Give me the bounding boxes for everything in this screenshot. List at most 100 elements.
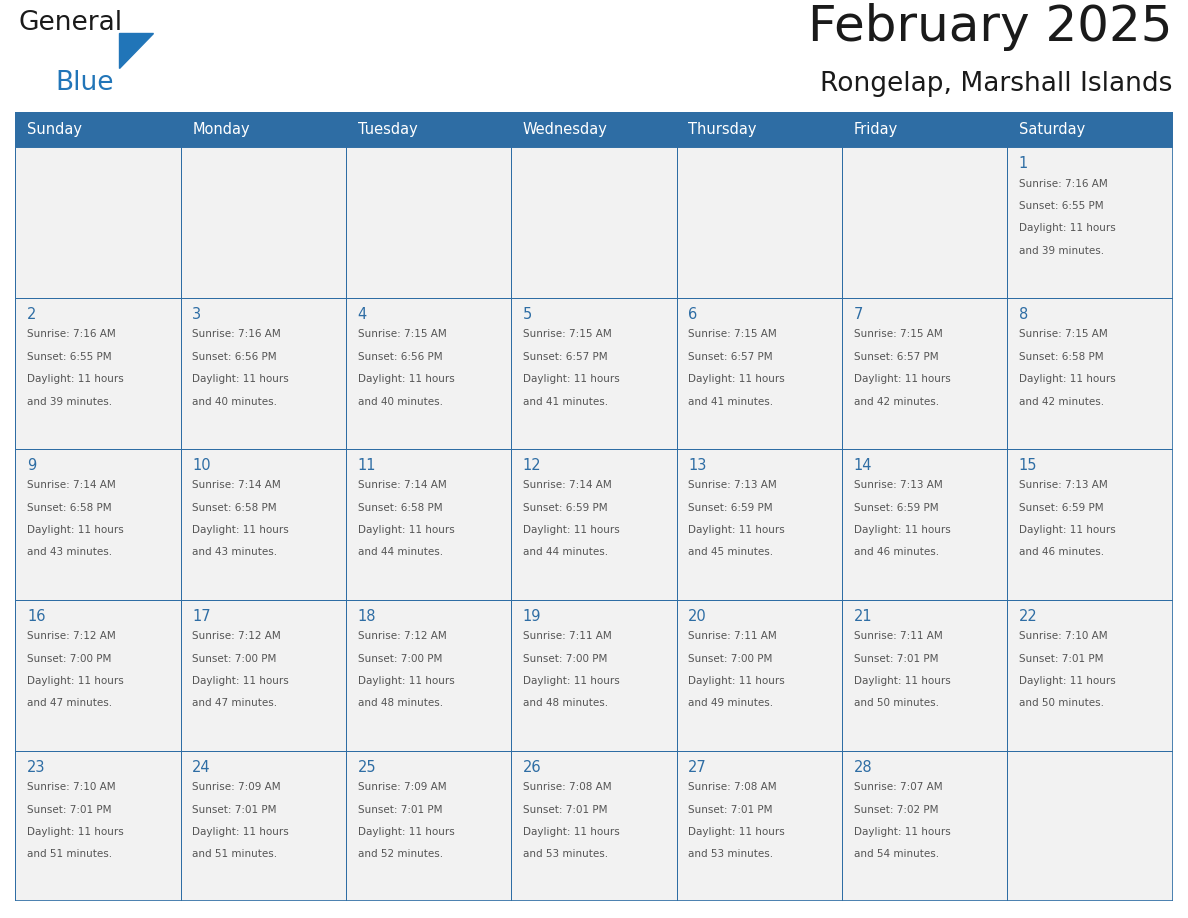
Bar	[511, 751, 677, 901]
Bar	[842, 112, 1007, 147]
Text: Sunrise: 7:14 AM: Sunrise: 7:14 AM	[192, 480, 282, 490]
Bar	[677, 112, 842, 147]
Text: Sunset: 6:59 PM: Sunset: 6:59 PM	[1019, 503, 1104, 513]
Text: Sunset: 7:00 PM: Sunset: 7:00 PM	[358, 654, 442, 664]
Text: Sunset: 7:00 PM: Sunset: 7:00 PM	[192, 654, 277, 664]
Bar	[842, 147, 1007, 297]
Bar	[842, 297, 1007, 449]
Text: Sunset: 7:01 PM: Sunset: 7:01 PM	[358, 804, 442, 814]
Bar	[15, 599, 181, 751]
Text: 25: 25	[358, 759, 377, 775]
Text: Tuesday: Tuesday	[358, 122, 417, 137]
Text: and 45 minutes.: and 45 minutes.	[688, 547, 773, 557]
Text: Sunset: 6:58 PM: Sunset: 6:58 PM	[27, 503, 112, 513]
Text: 10: 10	[192, 458, 211, 473]
Text: Daylight: 11 hours: Daylight: 11 hours	[523, 525, 620, 535]
Text: Sunset: 6:59 PM: Sunset: 6:59 PM	[853, 503, 939, 513]
Text: Daylight: 11 hours: Daylight: 11 hours	[688, 375, 785, 384]
Bar	[346, 751, 511, 901]
Bar	[346, 147, 511, 297]
Text: 13: 13	[688, 458, 707, 473]
Bar	[346, 297, 511, 449]
Text: Monday: Monday	[192, 122, 249, 137]
Bar	[511, 147, 677, 297]
Text: Sunrise: 7:15 AM: Sunrise: 7:15 AM	[358, 330, 447, 340]
Text: Daylight: 11 hours: Daylight: 11 hours	[192, 375, 289, 384]
Text: Sunset: 6:56 PM: Sunset: 6:56 PM	[358, 352, 442, 362]
Text: Sunset: 7:01 PM: Sunset: 7:01 PM	[523, 804, 607, 814]
Text: Daylight: 11 hours: Daylight: 11 hours	[1019, 676, 1116, 686]
Text: 8: 8	[1019, 307, 1028, 322]
Bar	[1007, 599, 1173, 751]
Text: 14: 14	[853, 458, 872, 473]
Bar	[1007, 147, 1173, 297]
Text: Daylight: 11 hours: Daylight: 11 hours	[853, 525, 950, 535]
Text: Daylight: 11 hours: Daylight: 11 hours	[27, 676, 124, 686]
Bar	[346, 112, 511, 147]
Text: 16: 16	[27, 609, 45, 623]
Text: and 50 minutes.: and 50 minutes.	[1019, 699, 1104, 709]
Text: and 43 minutes.: and 43 minutes.	[27, 547, 112, 557]
Text: Sunset: 6:55 PM: Sunset: 6:55 PM	[1019, 201, 1104, 211]
Text: 11: 11	[358, 458, 377, 473]
Text: Sunset: 7:00 PM: Sunset: 7:00 PM	[27, 654, 112, 664]
Text: Rongelap, Marshall Islands: Rongelap, Marshall Islands	[820, 72, 1173, 97]
Text: Sunrise: 7:09 AM: Sunrise: 7:09 AM	[358, 782, 447, 792]
Text: Sunset: 6:57 PM: Sunset: 6:57 PM	[688, 352, 773, 362]
Text: Sunset: 7:01 PM: Sunset: 7:01 PM	[853, 654, 939, 664]
Text: and 48 minutes.: and 48 minutes.	[358, 699, 443, 709]
Text: Daylight: 11 hours: Daylight: 11 hours	[1019, 375, 1116, 384]
Text: Daylight: 11 hours: Daylight: 11 hours	[523, 676, 620, 686]
Text: Blue: Blue	[56, 70, 114, 95]
Bar	[181, 751, 346, 901]
Text: Saturday: Saturday	[1019, 122, 1085, 137]
Text: and 53 minutes.: and 53 minutes.	[688, 849, 773, 859]
Bar	[842, 449, 1007, 599]
Text: and 54 minutes.: and 54 minutes.	[853, 849, 939, 859]
Bar	[181, 297, 346, 449]
Text: Sunset: 7:00 PM: Sunset: 7:00 PM	[688, 654, 772, 664]
Text: Sunrise: 7:12 AM: Sunrise: 7:12 AM	[27, 632, 115, 642]
Text: Daylight: 11 hours: Daylight: 11 hours	[27, 525, 124, 535]
Text: Sunrise: 7:13 AM: Sunrise: 7:13 AM	[1019, 480, 1107, 490]
Text: Daylight: 11 hours: Daylight: 11 hours	[27, 375, 124, 384]
Bar	[181, 449, 346, 599]
Text: Sunset: 6:59 PM: Sunset: 6:59 PM	[688, 503, 773, 513]
Text: Sunset: 7:00 PM: Sunset: 7:00 PM	[523, 654, 607, 664]
Text: Daylight: 11 hours: Daylight: 11 hours	[358, 827, 454, 837]
Text: Sunrise: 7:15 AM: Sunrise: 7:15 AM	[523, 330, 612, 340]
Text: and 43 minutes.: and 43 minutes.	[192, 547, 278, 557]
Bar	[15, 147, 181, 297]
Text: Sunset: 7:02 PM: Sunset: 7:02 PM	[853, 804, 939, 814]
Text: Sunset: 7:01 PM: Sunset: 7:01 PM	[1019, 654, 1104, 664]
Bar	[181, 147, 346, 297]
Text: and 49 minutes.: and 49 minutes.	[688, 699, 773, 709]
Text: Sunrise: 7:11 AM: Sunrise: 7:11 AM	[853, 632, 942, 642]
Text: Sunrise: 7:12 AM: Sunrise: 7:12 AM	[358, 632, 447, 642]
Text: and 47 minutes.: and 47 minutes.	[192, 699, 278, 709]
Text: and 40 minutes.: and 40 minutes.	[358, 397, 443, 407]
Text: and 41 minutes.: and 41 minutes.	[688, 397, 773, 407]
Text: Sunset: 6:56 PM: Sunset: 6:56 PM	[192, 352, 277, 362]
Text: 9: 9	[27, 458, 37, 473]
Text: Daylight: 11 hours: Daylight: 11 hours	[1019, 525, 1116, 535]
Text: Sunrise: 7:16 AM: Sunrise: 7:16 AM	[27, 330, 115, 340]
Text: 24: 24	[192, 759, 211, 775]
Bar	[677, 147, 842, 297]
Text: and 40 minutes.: and 40 minutes.	[192, 397, 277, 407]
Text: 12: 12	[523, 458, 542, 473]
Text: Sunset: 6:58 PM: Sunset: 6:58 PM	[1019, 352, 1104, 362]
Text: 4: 4	[358, 307, 367, 322]
Bar	[181, 599, 346, 751]
Text: 5: 5	[523, 307, 532, 322]
Text: and 39 minutes.: and 39 minutes.	[27, 397, 112, 407]
Text: Sunrise: 7:11 AM: Sunrise: 7:11 AM	[523, 632, 612, 642]
Bar	[677, 297, 842, 449]
Bar	[677, 599, 842, 751]
Text: Daylight: 11 hours: Daylight: 11 hours	[192, 676, 289, 686]
Text: Daylight: 11 hours: Daylight: 11 hours	[523, 375, 620, 384]
Text: Sunset: 6:57 PM: Sunset: 6:57 PM	[523, 352, 607, 362]
Text: Sunset: 6:58 PM: Sunset: 6:58 PM	[358, 503, 442, 513]
Text: Sunrise: 7:13 AM: Sunrise: 7:13 AM	[853, 480, 942, 490]
Bar	[1007, 112, 1173, 147]
